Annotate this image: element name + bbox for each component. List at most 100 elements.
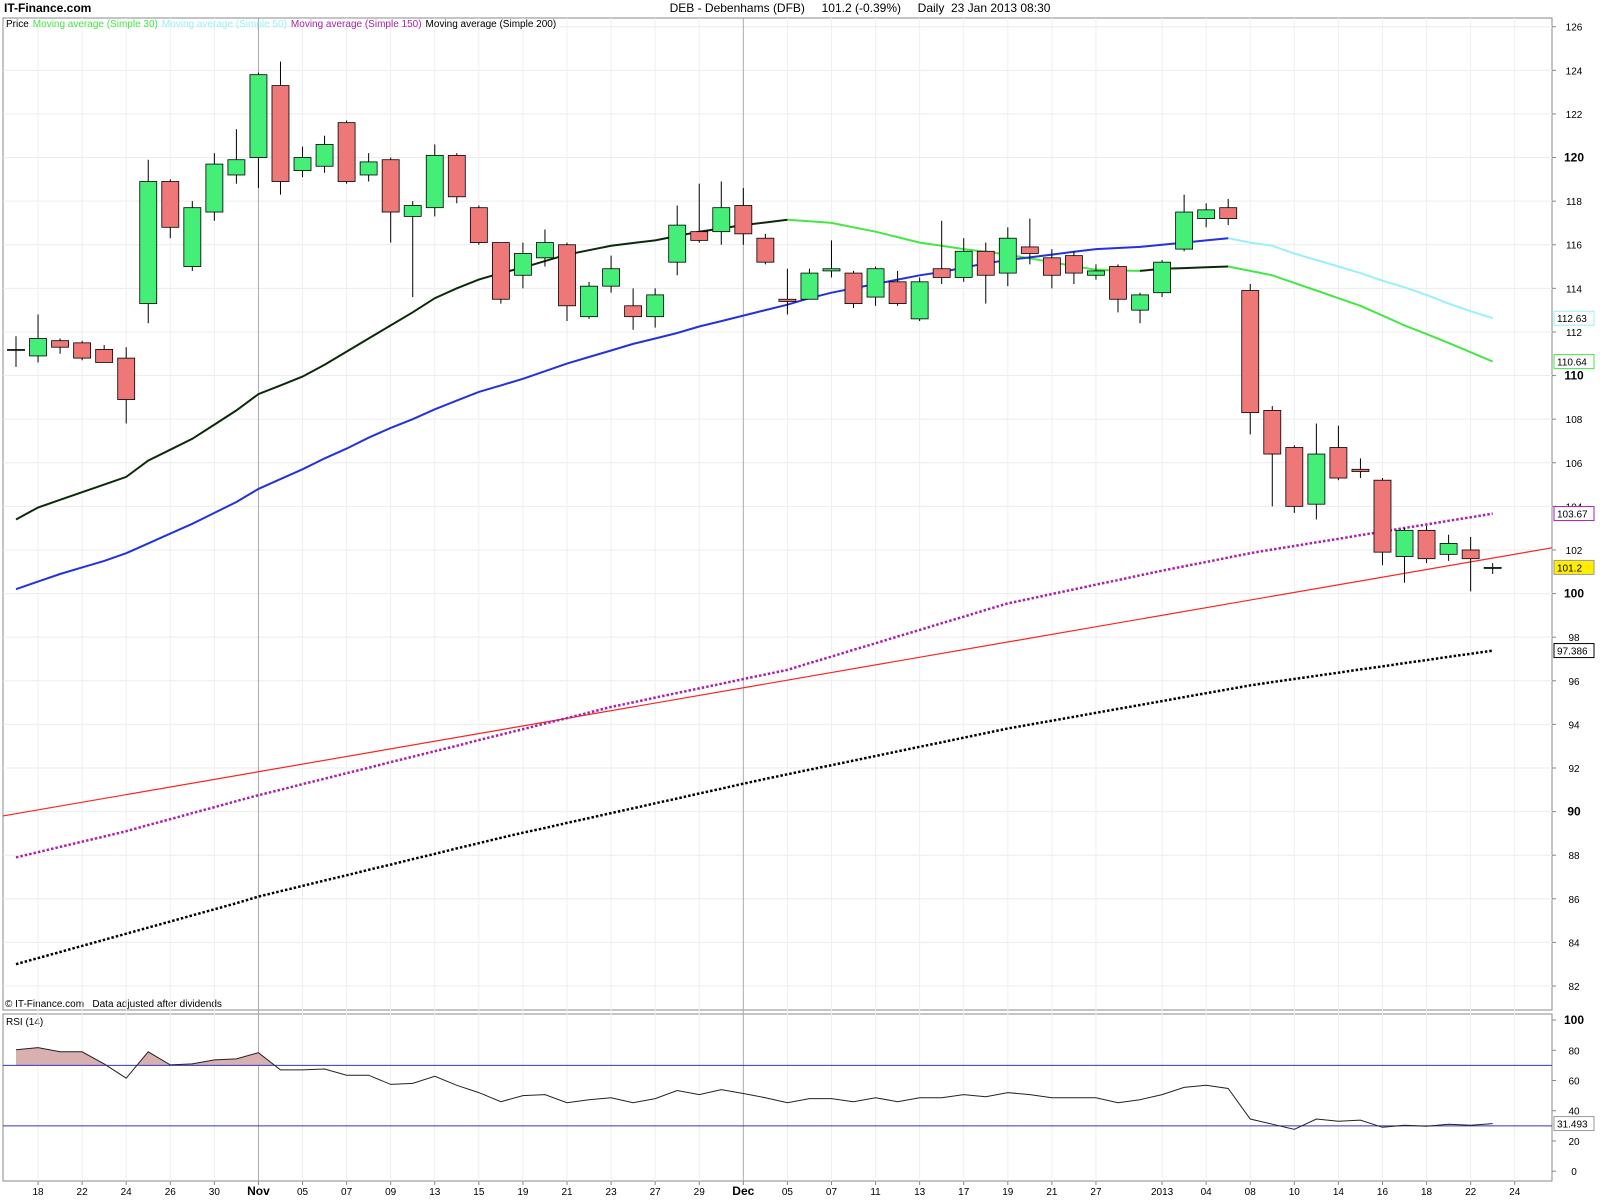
moving-average xyxy=(15,649,1493,966)
candle-body xyxy=(668,224,687,263)
rsi-tick-label: 0 xyxy=(1571,1167,1577,1178)
candle-body xyxy=(271,85,290,182)
x-tick-label: 22 xyxy=(1465,1187,1477,1198)
trendline xyxy=(2,547,1553,817)
x-tick-label: 21 xyxy=(561,1187,573,1198)
candle-body xyxy=(1020,246,1039,254)
candle-body xyxy=(1461,549,1480,560)
y-tick-label: 114 xyxy=(1566,284,1582,295)
candle-body xyxy=(1483,567,1502,569)
legend-item: Price xyxy=(6,19,29,30)
moving-average xyxy=(15,237,1229,591)
candle-body xyxy=(1109,266,1127,300)
x-tick-label: 29 xyxy=(694,1187,706,1198)
y-tick-label: 92 xyxy=(1568,764,1580,775)
y-tick-label: 106 xyxy=(1566,459,1583,470)
last-value-label: 97.386 xyxy=(1557,647,1588,658)
candle-body xyxy=(910,281,929,320)
y-tick-label: 84 xyxy=(1568,938,1580,949)
candle-body xyxy=(315,144,334,167)
last-value-box xyxy=(1553,310,1595,326)
x-tick-label: 09 xyxy=(385,1187,397,1198)
candle-body xyxy=(1131,294,1149,311)
x-tick-label: 05 xyxy=(297,1187,309,1198)
candle-body xyxy=(558,244,576,307)
candle-body xyxy=(1373,479,1392,553)
last-value-label: 101.2 xyxy=(1557,563,1582,574)
candle-body xyxy=(954,250,973,278)
candle-body xyxy=(778,298,797,302)
candle-body xyxy=(998,237,1017,274)
candle-body xyxy=(73,342,92,359)
last-value-box xyxy=(1553,1116,1595,1132)
y-tick-label: 110 xyxy=(1564,369,1584,383)
candle-body xyxy=(602,268,620,287)
candle-body xyxy=(1241,290,1260,414)
rsi-tick-label: 80 xyxy=(1568,1046,1580,1057)
candle-body xyxy=(756,237,775,263)
candle-body xyxy=(1042,257,1061,276)
candle-body xyxy=(491,242,510,300)
candle-body xyxy=(403,205,422,217)
last-value-box xyxy=(1553,354,1595,370)
candle-body xyxy=(690,231,709,241)
candle-body xyxy=(1087,270,1105,276)
y-tick-label: 98 xyxy=(1568,633,1580,644)
legend: Price Moving average (Simple 30) Moving av… xyxy=(6,19,556,30)
rsi-panel xyxy=(2,1013,1553,1182)
candle-body xyxy=(822,268,841,272)
x-tick-label: 18 xyxy=(32,1187,44,1198)
legend-item: Moving average (Simple 200) xyxy=(426,19,557,30)
candle-body xyxy=(95,348,114,363)
x-tick-label: 14 xyxy=(1333,1187,1345,1198)
legend-item: Moving average (Simple 50) xyxy=(162,19,287,30)
y-tick-label: 88 xyxy=(1568,851,1580,862)
x-tick-label: 07 xyxy=(826,1187,838,1198)
rsi-tick-label: 40 xyxy=(1568,1107,1580,1118)
candle-body xyxy=(646,294,665,318)
candle-body xyxy=(536,242,554,259)
x-tick-label: 13 xyxy=(429,1187,441,1198)
y-tick-label: 112 xyxy=(1566,328,1582,339)
candle-body xyxy=(227,159,246,176)
candle-body xyxy=(139,181,158,305)
x-tick-label: 27 xyxy=(650,1187,662,1198)
candle-body xyxy=(514,253,532,276)
x-tick-label: 05 xyxy=(782,1187,794,1198)
x-tick-label: 22 xyxy=(77,1187,89,1198)
x-tick-label: 19 xyxy=(517,1187,529,1198)
x-tick-label: 10 xyxy=(1289,1187,1301,1198)
candle-body xyxy=(1395,529,1414,557)
candle-body xyxy=(1439,543,1458,555)
x-tick-label: 27 xyxy=(1090,1187,1102,1198)
last-value-label: 31.493 xyxy=(1557,1120,1588,1131)
candle-body xyxy=(976,250,995,276)
candle-body xyxy=(1219,207,1238,219)
x-tick-label: 26 xyxy=(165,1187,177,1198)
candle-body xyxy=(205,163,224,213)
y-tick-label: 82 xyxy=(1568,982,1580,993)
last-value-label: 103.67 xyxy=(1557,510,1588,521)
y-tick-label: 90 xyxy=(1567,805,1581,819)
candle-body xyxy=(712,207,731,233)
candle-body xyxy=(381,159,400,213)
y-tick-label: 100 xyxy=(1564,587,1584,601)
legend-item: Moving average (Simple 30) xyxy=(33,19,158,30)
candle-body xyxy=(1153,261,1171,294)
site-name: IT-Finance.com xyxy=(4,1,91,15)
x-tick-label: 13 xyxy=(914,1187,926,1198)
candle-body xyxy=(1175,211,1194,250)
y-tick-label: 86 xyxy=(1568,895,1580,906)
y-tick-label: 94 xyxy=(1568,720,1580,731)
candle-body xyxy=(800,272,819,300)
overbought-fill xyxy=(16,1047,1493,1066)
candle-body xyxy=(183,207,202,267)
x-tick-label: Nov xyxy=(247,1184,270,1198)
x-tick-label: 08 xyxy=(1245,1187,1257,1198)
x-tick-label: 24 xyxy=(121,1187,133,1198)
y-tick-label: 118 xyxy=(1566,197,1582,208)
footer: © IT-Finance.com Data adjusted after div… xyxy=(5,999,222,1010)
